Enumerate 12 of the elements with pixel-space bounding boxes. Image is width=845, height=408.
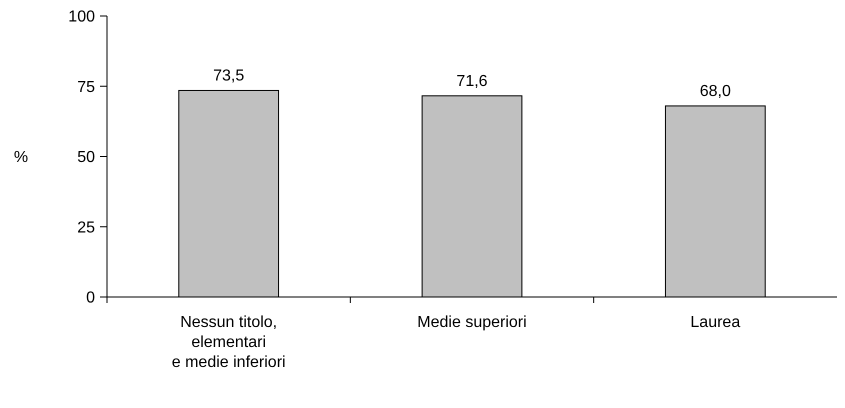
data-label: 73,5	[213, 67, 244, 84]
y-axis-title: %	[14, 149, 28, 166]
y-tick-label: 75	[77, 78, 96, 96]
y-tick-label: 0	[86, 290, 96, 307]
y-tick-label: 25	[77, 219, 96, 236]
y-tick-label: 50	[77, 149, 96, 166]
data-label: 68,0	[700, 82, 732, 100]
y-tick-label: 100	[68, 8, 96, 26]
x-tick-label: Laurea	[690, 314, 740, 331]
data-label: 71,6	[456, 72, 488, 90]
x-tick-label: Medie superiori	[417, 314, 527, 331]
x-tick-label: Nessun titolo, elementari e medie inferiori	[172, 314, 286, 371]
